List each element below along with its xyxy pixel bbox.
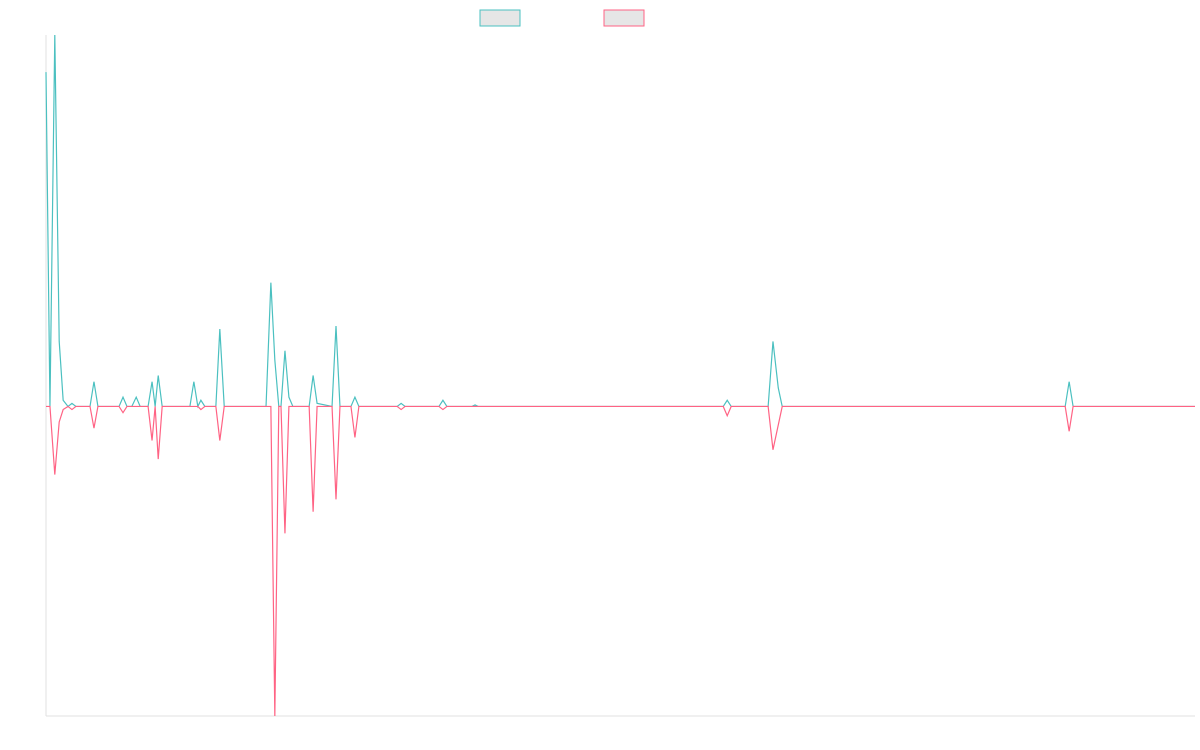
series-line (45, 34, 1195, 409)
series-line (46, 405, 1195, 717)
legend-swatch (479, 9, 521, 27)
legend-swatch (603, 9, 645, 27)
